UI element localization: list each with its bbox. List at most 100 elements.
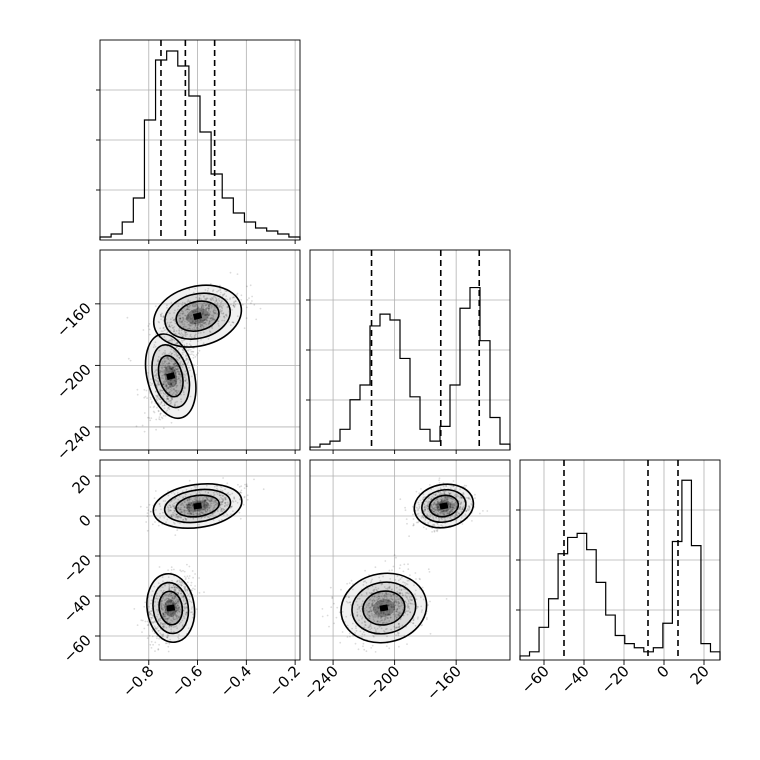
- sample-point: [425, 500, 427, 503]
- sample-point: [341, 611, 344, 613]
- sample-point: [207, 323, 210, 326]
- sample-point: [219, 500, 222, 503]
- sample-point: [221, 293, 224, 296]
- sample-point: [189, 512, 192, 515]
- sample-point: [203, 504, 205, 507]
- sample-point: [198, 297, 201, 300]
- sample-point: [390, 595, 392, 598]
- sample-point: [213, 308, 216, 311]
- sample-point: [443, 519, 446, 522]
- sample-point: [169, 359, 171, 362]
- sample-point: [165, 609, 167, 612]
- sample-point: [159, 418, 162, 421]
- sample-point: [233, 496, 236, 499]
- sample-point: [161, 362, 164, 365]
- sample-point: [393, 606, 396, 608]
- sample-point: [188, 565, 191, 568]
- sample-point: [166, 614, 169, 616]
- sample-point: [208, 305, 211, 308]
- sample-point: [164, 584, 166, 587]
- sample-point: [195, 501, 197, 504]
- sample-point: [433, 507, 435, 510]
- sample-point: [205, 510, 208, 513]
- sample-point: [234, 300, 237, 302]
- sample-point: [162, 316, 165, 319]
- sample-point: [210, 299, 213, 302]
- sample-point: [173, 510, 176, 512]
- sample-point: [204, 499, 207, 502]
- sample-point: [177, 359, 180, 362]
- sample-point: [393, 554, 396, 556]
- sample-point: [203, 501, 206, 504]
- sample-point: [239, 491, 242, 494]
- sample-point: [453, 504, 456, 506]
- sample-point: [362, 580, 365, 583]
- sample-point: [224, 502, 227, 505]
- sample-point: [340, 588, 342, 591]
- sample-point: [432, 508, 434, 510]
- sample-point: [167, 387, 170, 390]
- sample-point: [397, 613, 400, 615]
- sample-point: [166, 395, 169, 398]
- sample-point: [434, 503, 437, 506]
- density-peak: [192, 312, 203, 321]
- sample-point: [177, 409, 180, 411]
- sample-point: [164, 360, 167, 362]
- sample-point: [206, 498, 209, 501]
- sample-point: [204, 499, 207, 502]
- sample-point: [185, 347, 188, 350]
- sample-point: [168, 588, 171, 590]
- sample-point: [171, 365, 174, 368]
- sample-point: [149, 613, 152, 615]
- sample-point: [182, 595, 185, 598]
- sample-point: [170, 594, 173, 597]
- sample-point: [426, 505, 429, 507]
- sample-point: [170, 368, 173, 370]
- sample-point: [160, 589, 163, 592]
- sample-point: [412, 524, 415, 526]
- sample-point: [168, 362, 171, 365]
- sample-point: [452, 507, 454, 509]
- sample-point: [431, 505, 433, 508]
- sample-point: [200, 338, 202, 341]
- sample-point: [178, 377, 180, 380]
- sample-point: [172, 363, 175, 365]
- sample-point: [378, 625, 381, 628]
- sample-point: [185, 318, 188, 321]
- sample-point: [443, 510, 445, 512]
- sample-point: [171, 579, 173, 582]
- sample-point: [176, 368, 178, 371]
- sample-point: [453, 516, 456, 519]
- sample-point: [160, 392, 162, 395]
- sample-point: [171, 368, 174, 371]
- sample-point: [171, 370, 173, 373]
- sample-point: [384, 618, 387, 620]
- sample-point: [178, 615, 181, 618]
- sample-point: [189, 353, 192, 356]
- sample-point: [165, 608, 168, 610]
- sample-point: [204, 318, 207, 321]
- sample-point: [399, 611, 401, 613]
- sample-point: [398, 605, 401, 608]
- sample-point: [191, 616, 194, 619]
- sample-point: [194, 324, 197, 327]
- sample-point: [178, 606, 180, 609]
- sample-point: [208, 507, 211, 510]
- sample-point: [167, 611, 170, 613]
- sample-point: [176, 614, 178, 617]
- sample-point: [178, 610, 181, 613]
- sample-point: [170, 509, 172, 512]
- sample-point: [424, 509, 427, 512]
- sample-point: [371, 603, 373, 605]
- sample-point: [175, 598, 178, 601]
- sample-point: [377, 620, 379, 623]
- sample-point: [172, 385, 175, 388]
- sample-point: [385, 621, 388, 624]
- sample-point: [407, 602, 410, 605]
- sample-point: [198, 321, 200, 324]
- sample-point: [178, 376, 180, 378]
- sample-point: [355, 625, 357, 628]
- sample-point: [468, 508, 471, 510]
- sample-point: [216, 313, 219, 316]
- sample-point: [191, 309, 193, 312]
